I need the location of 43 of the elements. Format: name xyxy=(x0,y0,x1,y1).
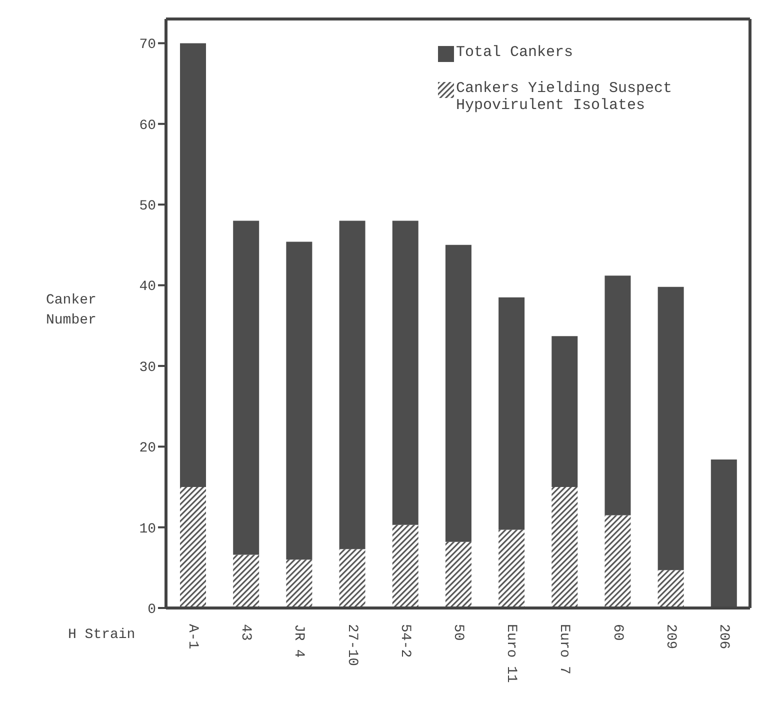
bar xyxy=(286,242,312,560)
x-tick-label: 209 xyxy=(662,624,678,650)
y-tick-label: 20 xyxy=(139,440,156,457)
y-tick-label: 40 xyxy=(139,279,156,296)
bar xyxy=(392,524,418,608)
bar xyxy=(339,220,366,550)
bar xyxy=(658,286,684,570)
x-tick-label: 27-10 xyxy=(344,624,360,666)
y-tick-label: 30 xyxy=(139,360,156,376)
x-tick-label: 43 xyxy=(238,624,254,641)
bar xyxy=(604,515,631,608)
y-tick-label: 50 xyxy=(139,198,156,215)
y-axis-title: Canker Number xyxy=(46,292,96,328)
y-tick-label: 0 xyxy=(148,602,156,618)
bar xyxy=(658,570,684,608)
legend-label: Total Cankers xyxy=(456,44,574,61)
bar xyxy=(180,43,206,487)
bar xyxy=(392,220,418,525)
bar xyxy=(552,336,578,487)
bar xyxy=(286,560,312,608)
x-axis-title: H Strain xyxy=(68,627,136,643)
bar xyxy=(445,244,472,542)
x-tick-label: Euro 11 xyxy=(503,624,520,683)
x-tick-label: 206 xyxy=(715,624,732,650)
y-tick-label: 60 xyxy=(139,118,156,134)
x-tick-label: 50 xyxy=(450,624,466,641)
x-tick-label: 60 xyxy=(609,624,626,641)
bar xyxy=(233,220,260,555)
x-tick-label: A-1 xyxy=(184,624,201,650)
x-tick-label: JR 4 xyxy=(290,624,307,658)
bar xyxy=(233,554,260,608)
bar xyxy=(498,530,525,608)
bar xyxy=(339,549,366,608)
bar xyxy=(445,542,472,608)
bar xyxy=(604,276,631,516)
bar xyxy=(552,486,578,608)
y-tick-label: 70 xyxy=(139,37,156,54)
x-tick-label: 54-2 xyxy=(396,624,413,658)
bar xyxy=(498,297,525,530)
legend-label: Cankers Yielding Suspect Hypovirulent Isolates xyxy=(456,80,674,114)
x-tick-label: Euro 7 xyxy=(556,624,572,674)
y-tick-label: 10 xyxy=(139,521,156,538)
bar xyxy=(180,486,206,608)
